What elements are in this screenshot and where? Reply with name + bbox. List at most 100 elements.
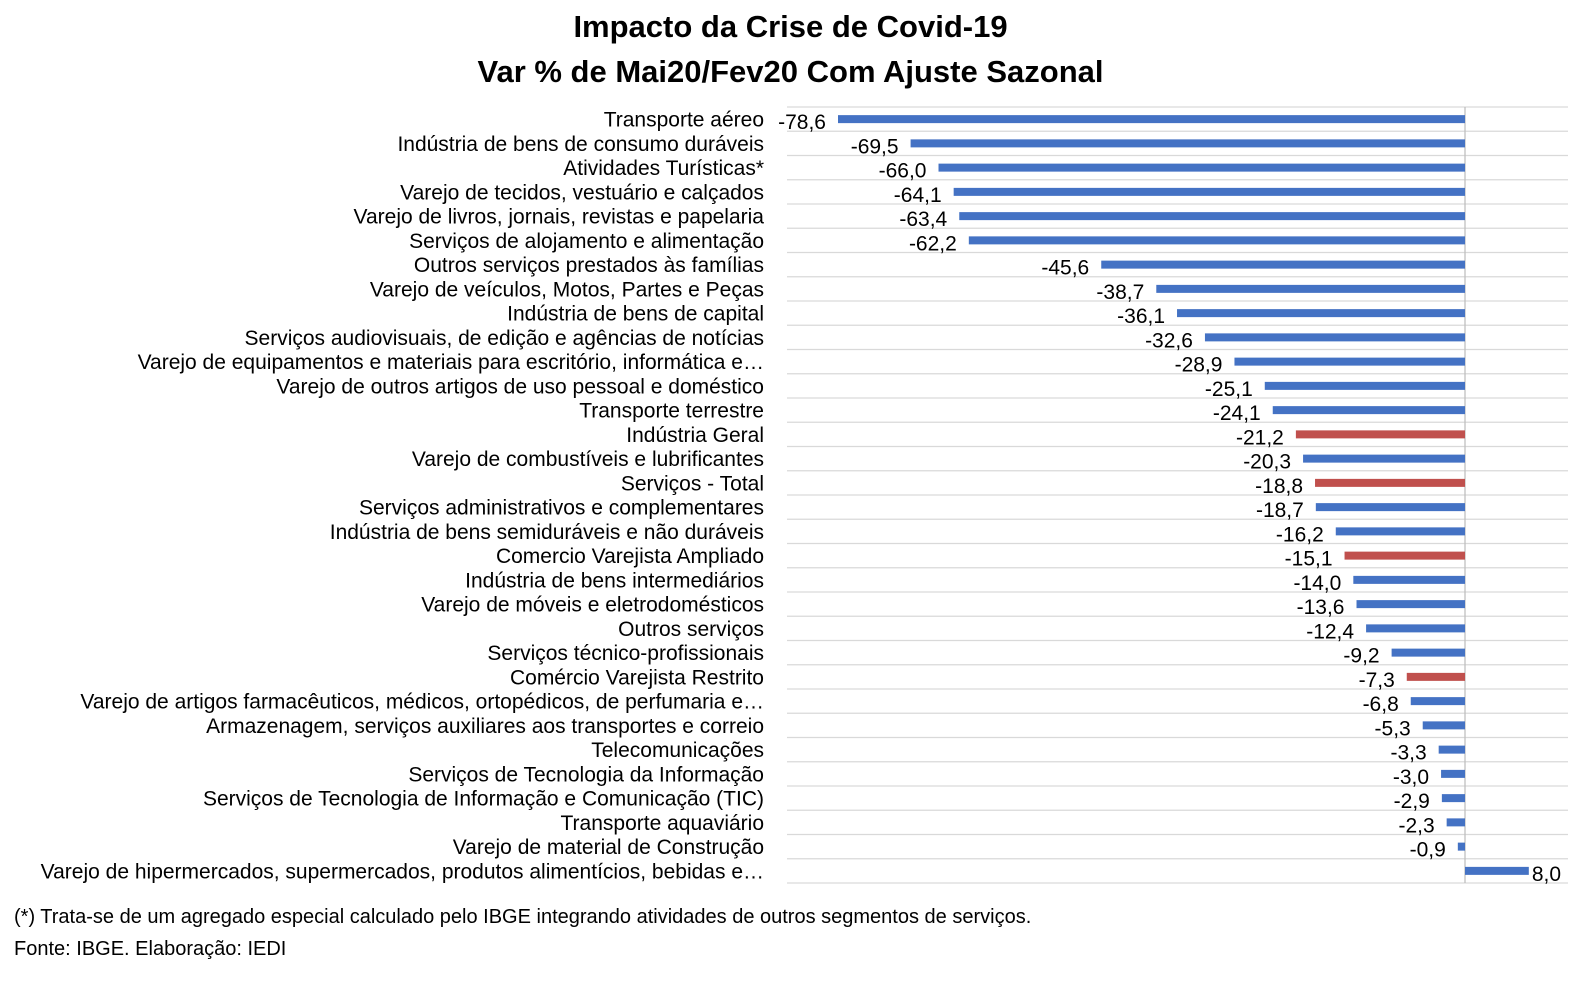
category-label: Varejo de material de Construção: [453, 836, 764, 859]
bar: [910, 139, 1465, 148]
bar: [1422, 721, 1465, 730]
category-label: Comércio Varejista Restrito: [510, 666, 764, 689]
bar: [1391, 648, 1465, 657]
bar: [838, 115, 1465, 124]
data-label: -2,3: [1398, 814, 1434, 837]
data-label: -5,3: [1375, 717, 1411, 740]
data-label: -64,1: [894, 184, 942, 207]
data-label: -63,4: [899, 208, 947, 231]
data-label: -32,6: [1145, 329, 1193, 352]
data-label: -45,6: [1041, 257, 1089, 280]
data-label: -2,9: [1394, 790, 1430, 813]
bar: [1457, 842, 1465, 851]
category-label: Indústria de bens de consumo duráveis: [397, 133, 764, 156]
category-label: Indústria de bens semiduráveis e não dur…: [330, 521, 764, 544]
bar: [1353, 575, 1465, 584]
category-label: Indústria Geral: [626, 424, 764, 447]
bar: [959, 212, 1465, 221]
category-label: Comercio Varejista Ampliado: [496, 545, 764, 568]
data-label: -28,9: [1175, 354, 1223, 377]
data-label: -16,2: [1276, 523, 1324, 546]
bar: [953, 187, 1465, 196]
chart-subtitle: Var % de Mai20/Fev20 Com Ajuste Sazonal: [477, 54, 1104, 89]
category-label: Transporte terrestre: [579, 400, 764, 423]
bar: [1406, 672, 1465, 681]
chart-title-block: Impacto da Crise de Covid-19 Var % de Ma…: [0, 4, 1581, 94]
bar: [1101, 260, 1465, 269]
category-label: Transporte aquaviário: [561, 812, 765, 835]
bar: [1204, 333, 1465, 342]
category-label: Transporte aéreo: [604, 109, 764, 132]
data-label: -0,9: [1410, 839, 1446, 862]
category-label: Varejo de artigos farmacêuticos, médicos…: [80, 691, 764, 714]
data-label: -21,2: [1236, 426, 1284, 449]
data-label: -3,0: [1393, 766, 1429, 789]
category-label: Serviços administrativos e complementare…: [359, 497, 764, 520]
bar: [1465, 866, 1529, 875]
category-label: Armazenagem, serviços auxiliares aos tra…: [206, 715, 764, 738]
category-label: Varejo de outros artigos de uso pessoal …: [276, 375, 764, 398]
bar: [1264, 381, 1465, 390]
bar: [968, 236, 1465, 245]
category-label: Outros serviços prestados às famílias: [414, 254, 764, 277]
bar: [1441, 794, 1465, 803]
bar: [1234, 357, 1465, 366]
gridlines: [787, 106, 1568, 884]
data-label: -7,3: [1359, 669, 1395, 692]
data-label: -20,3: [1243, 451, 1291, 474]
bar: [1295, 430, 1465, 439]
category-label: Serviços de alojamento e alimentação: [409, 230, 764, 253]
category-label: Atividades Turísticas*: [563, 157, 764, 180]
category-label: Serviços audiovisuais, de edição e agênc…: [245, 327, 764, 350]
category-label: Telecomunicações: [591, 739, 764, 762]
bars: [838, 115, 1529, 875]
category-label: Serviços de Tecnologia da Informação: [408, 763, 764, 786]
bar: [1177, 309, 1465, 318]
bar: [1438, 745, 1465, 754]
data-label: -18,8: [1255, 475, 1303, 498]
bar: [1335, 527, 1465, 536]
category-label: Varejo de hipermercados, supermercados, …: [41, 860, 764, 883]
category-label: Varejo de livros, jornais, revistas e pa…: [354, 206, 765, 229]
bar: [1366, 624, 1465, 633]
data-label: -3,3: [1390, 742, 1426, 765]
data-label: -13,6: [1297, 596, 1345, 619]
data-label: -66,0: [879, 160, 927, 183]
bar: [1446, 818, 1465, 827]
data-label: -14,0: [1293, 572, 1341, 595]
data-label: -24,1: [1213, 402, 1261, 425]
category-label: Outros serviços: [618, 618, 764, 641]
category-label: Indústria de bens intermediários: [465, 569, 764, 592]
data-label: -69,5: [851, 135, 899, 158]
bar: [1156, 284, 1465, 293]
data-labels: -78,6 -69,5-66,0-64,1-63,4-62,2 -45,6 -38,7…: [778, 111, 1561, 886]
bar: [1303, 454, 1465, 463]
category-label: Varejo de equipamentos e materiais para …: [138, 351, 764, 374]
bar: [1344, 551, 1465, 560]
bar: [1356, 600, 1465, 609]
bar: [1441, 769, 1465, 778]
data-label: -18,7: [1256, 499, 1304, 522]
category-label: Varejo de tecidos, vestuário e calçados: [400, 181, 764, 204]
data-label: -25,1: [1205, 378, 1253, 401]
footnote: (*) Trata-se de um agregado especial cal…: [14, 906, 1032, 928]
data-label: -12,4: [1306, 620, 1354, 643]
category-label: Serviços técnico-profissionais: [487, 642, 764, 665]
category-label: Serviços de Tecnologia de Informação e C…: [203, 788, 764, 811]
data-label: -15,1: [1285, 548, 1333, 571]
data-label: -6,8: [1363, 693, 1399, 716]
bar: [1410, 697, 1465, 706]
data-label: -9,2: [1343, 645, 1379, 668]
data-label: 8,0: [1532, 863, 1561, 886]
category-label: Serviços - Total: [621, 472, 764, 495]
data-label: -62,2: [909, 232, 957, 255]
bar: [1315, 503, 1465, 512]
bar: [1315, 478, 1465, 487]
chart-title: Impacto da Crise de Covid-19: [573, 9, 1008, 44]
bar: [938, 163, 1465, 172]
category-label: Varejo de combustíveis e lubrificantes: [412, 448, 764, 471]
source-note: Fonte: IBGE. Elaboração: IEDI: [14, 938, 287, 960]
bar: [1272, 406, 1465, 415]
